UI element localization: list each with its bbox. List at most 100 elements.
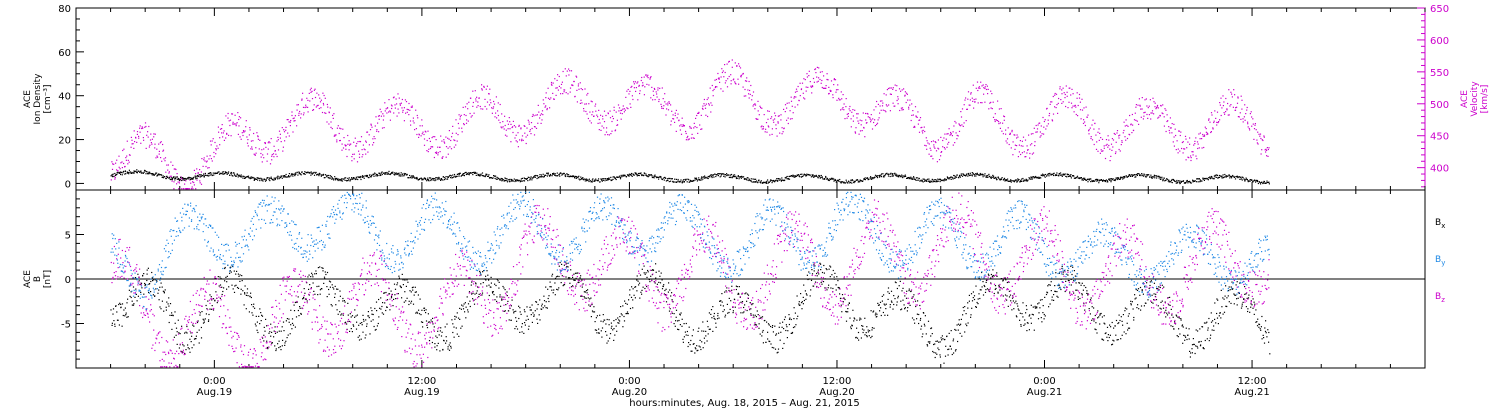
density-series-point bbox=[1206, 178, 1208, 180]
bx-series-point bbox=[475, 292, 478, 294]
velocity-series-point bbox=[920, 127, 922, 129]
density-series-point bbox=[1161, 176, 1163, 178]
velocity-series-point bbox=[233, 123, 235, 125]
velocity-series-point bbox=[332, 114, 334, 116]
density-series-point bbox=[694, 177, 697, 180]
velocity-series-point bbox=[409, 109, 411, 111]
density-series-point bbox=[901, 174, 903, 176]
density-series-point bbox=[1110, 178, 1112, 180]
density-series-point bbox=[1059, 174, 1061, 176]
velocity-series-point bbox=[390, 104, 393, 106]
velocity-series-point bbox=[977, 87, 980, 89]
velocity-series-point bbox=[1151, 112, 1153, 114]
velocity-series-point bbox=[994, 120, 996, 123]
velocity-series-point bbox=[250, 140, 252, 142]
density-series-point bbox=[334, 176, 336, 178]
bx-series-point bbox=[380, 308, 382, 310]
velocity-series-point bbox=[510, 141, 512, 143]
bx-series-point bbox=[355, 328, 358, 330]
bx-series-point bbox=[441, 331, 443, 333]
velocity-series-point bbox=[944, 148, 946, 150]
velocity-series-point bbox=[972, 84, 974, 86]
velocity-series-point bbox=[162, 150, 164, 152]
time-tick-label-time: 12:00 bbox=[823, 376, 852, 387]
density-series-point bbox=[269, 177, 271, 179]
density-series-point bbox=[128, 169, 130, 171]
density-series-point bbox=[158, 173, 160, 175]
velocity-series-point bbox=[611, 130, 613, 132]
density-series-point bbox=[1083, 178, 1086, 180]
velocity-series-point bbox=[690, 137, 692, 139]
density-series-point bbox=[268, 177, 270, 179]
density-series-point bbox=[848, 181, 850, 183]
velocity-series-point bbox=[639, 92, 641, 95]
velocity-series-point bbox=[231, 113, 234, 115]
density-series-point bbox=[190, 177, 192, 179]
velocity-series-point bbox=[257, 135, 259, 137]
velocity-series-point bbox=[795, 96, 797, 98]
velocity-series-point bbox=[979, 87, 981, 89]
density-series-point bbox=[698, 177, 700, 179]
velocity-series-point bbox=[687, 135, 689, 137]
velocity-series-point bbox=[1227, 114, 1229, 116]
velocity-series-point bbox=[1044, 119, 1046, 121]
velocity-series-point bbox=[1001, 130, 1003, 132]
density-series-point bbox=[1225, 175, 1227, 177]
velocity-series-point bbox=[1048, 112, 1051, 115]
velocity-series-point bbox=[721, 68, 723, 70]
density-series-point bbox=[344, 179, 346, 181]
bx-series-point bbox=[139, 284, 141, 286]
velocity-series-point bbox=[330, 126, 332, 128]
velocity-series-point bbox=[1160, 105, 1162, 107]
velocity-series-point bbox=[389, 110, 391, 112]
bx-series-point bbox=[132, 304, 135, 306]
density-series-point bbox=[695, 178, 698, 180]
velocity-series-point bbox=[974, 101, 976, 103]
bx-series-point bbox=[256, 329, 258, 331]
density-series-point bbox=[313, 174, 316, 176]
velocity-series-point bbox=[524, 132, 526, 134]
velocity-series-point bbox=[738, 83, 740, 85]
velocity-series-point bbox=[983, 87, 985, 89]
density-series-point bbox=[403, 172, 405, 175]
bx-series-point bbox=[200, 337, 203, 339]
velocity-series-point bbox=[1026, 152, 1028, 154]
velocity-series-point bbox=[1052, 113, 1055, 115]
density-series-point bbox=[505, 178, 507, 180]
velocity-series-point bbox=[384, 102, 386, 104]
velocity-series-point bbox=[136, 141, 138, 143]
velocity-series-point bbox=[1103, 145, 1105, 147]
velocity-series-point bbox=[698, 111, 700, 113]
velocity-series-point bbox=[323, 104, 325, 106]
velocity-series-point bbox=[1152, 97, 1154, 99]
velocity-series-point bbox=[992, 116, 995, 118]
bx-series-point bbox=[337, 288, 339, 290]
velocity-series-point bbox=[621, 109, 623, 111]
bx-series-point bbox=[171, 312, 173, 314]
density-series-point bbox=[341, 180, 344, 182]
density-series-point bbox=[1092, 180, 1094, 182]
density-series-point bbox=[979, 172, 981, 175]
density-series-point bbox=[1160, 177, 1162, 179]
density-series-point bbox=[1180, 181, 1182, 183]
bx-series-point bbox=[243, 304, 245, 306]
density-series-point bbox=[732, 176, 734, 178]
velocity-series-point bbox=[121, 161, 123, 163]
bx-series-point bbox=[490, 286, 492, 288]
velocity-series-point bbox=[940, 155, 942, 157]
velocity-series-point bbox=[343, 137, 345, 139]
density-series-point bbox=[563, 172, 565, 175]
bx-series-point bbox=[467, 309, 469, 311]
velocity-series-point bbox=[466, 103, 468, 105]
velocity-series-point bbox=[154, 147, 156, 149]
velocity-series-point bbox=[880, 109, 882, 111]
velocity-series-point bbox=[384, 110, 386, 112]
velocity-series-point bbox=[264, 142, 266, 144]
velocity-series-point bbox=[1113, 132, 1115, 135]
bx-series-point bbox=[362, 318, 365, 321]
density-series-point bbox=[760, 182, 762, 184]
velocity-series-point bbox=[1144, 111, 1146, 113]
velocity-series-point bbox=[967, 91, 970, 93]
density-series-point bbox=[630, 174, 633, 176]
density-series-point bbox=[1237, 177, 1239, 179]
